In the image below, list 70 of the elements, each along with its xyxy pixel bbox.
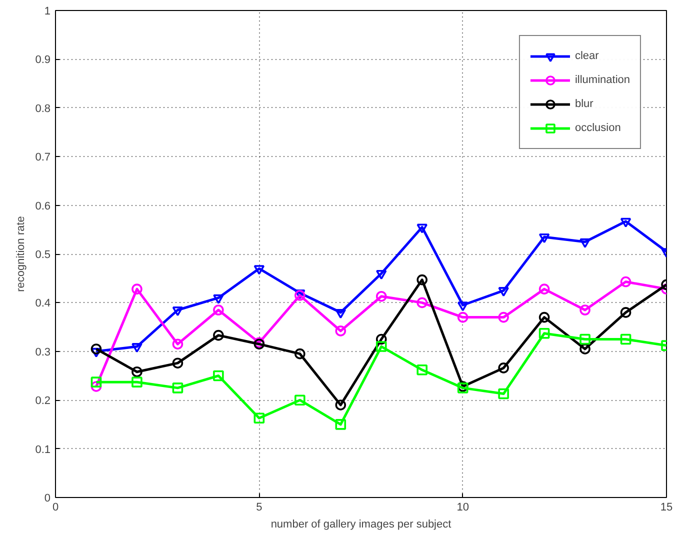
point [498,388,509,400]
point [580,334,590,345]
point [620,218,632,228]
point [335,400,346,410]
point [620,276,632,288]
point [580,304,590,316]
point [376,270,387,280]
y-tick-label: 0.6 [35,200,51,212]
point [254,265,265,275]
point [538,233,550,244]
point [335,326,346,336]
point [90,376,102,388]
point [335,419,346,430]
point [172,358,184,368]
y-tick-label: 1 [44,6,51,18]
y-tick-label: 0.1 [35,444,51,456]
y-tick-label: 0 [44,492,51,504]
point [254,412,265,424]
point [498,312,509,323]
y-tick-label: 0.8 [35,102,51,115]
y-tick-label: 0.4 [35,298,51,310]
point [416,274,428,286]
point [620,307,632,318]
point [335,308,346,319]
point [213,294,224,304]
point [213,330,224,341]
point [132,284,142,294]
point [620,334,632,345]
point [457,312,468,323]
point [498,362,509,374]
point [538,312,550,323]
y-axis-title: recognition rate [15,216,28,292]
point [172,306,184,316]
point [580,344,590,354]
point [90,344,102,354]
point [538,284,550,294]
y-tick-label: 0.7 [35,152,51,164]
point [213,370,224,382]
point [376,290,387,302]
point [132,343,142,353]
y-tick-label: 0.9 [35,54,51,66]
point [376,334,387,345]
y-tick-label: 0.2 [35,395,51,408]
legend-label: illumination [574,74,630,86]
x-tick-label: 5 [256,502,262,514]
point [172,382,184,394]
point [132,376,142,388]
point [376,341,387,352]
y-tick-label: 0.5 [35,249,51,261]
legend-label: clear [574,50,599,62]
point [416,224,428,234]
point [538,328,550,339]
point [416,364,428,376]
point [172,338,184,350]
legend-label: occlusion [574,122,621,134]
x-axis-title: number of gallery images per subject [270,518,452,530]
x-tick-label: 0 [52,502,59,514]
point [580,238,590,248]
point [294,348,306,360]
legend-label: blur [574,98,594,110]
y-tick-label: 0.3 [35,346,51,358]
point [294,394,306,406]
x-tick-label: 15 [660,502,673,514]
point [416,297,428,308]
point [132,366,142,378]
point [457,302,468,312]
point [90,381,102,392]
point [498,287,509,297]
x-tick-label: 10 [456,502,469,514]
point [213,304,224,316]
